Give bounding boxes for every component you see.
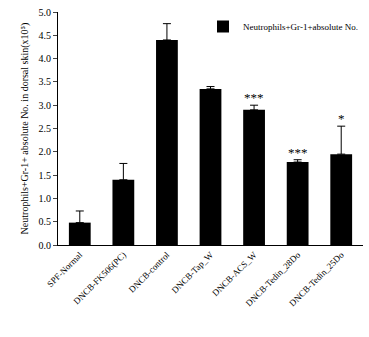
svg-text:2.5: 2.5: [39, 123, 52, 134]
svg-text:DNCB-ACS_W: DNCB-ACS_W: [210, 249, 259, 298]
svg-text:DNCB-Tedin_28Do: DNCB-Tedin_28Do: [244, 249, 303, 308]
svg-text:DNCB-control: DNCB-control: [127, 249, 172, 294]
svg-text:4.5: 4.5: [39, 30, 52, 41]
svg-text:1.0: 1.0: [39, 193, 52, 204]
svg-text:***: ***: [244, 90, 264, 105]
svg-text:DNCB-Tedin_25Do: DNCB-Tedin_25Do: [287, 249, 346, 308]
svg-text:DNCB-FK506(PC): DNCB-FK506(PC): [71, 250, 128, 307]
svg-text:4.0: 4.0: [39, 53, 52, 64]
svg-text:SPF-Normal: SPF-Normal: [45, 249, 85, 289]
svg-text:0.0: 0.0: [39, 240, 52, 251]
svg-text:DNCB-Tap_W: DNCB-Tap_W: [170, 249, 216, 295]
svg-text:3.5: 3.5: [39, 76, 52, 87]
svg-text:3.0: 3.0: [39, 100, 52, 111]
svg-text:5.0: 5.0: [39, 7, 52, 18]
svg-text:Neutrophils+Gr-1+absolute No.: Neutrophils+Gr-1+absolute No.: [243, 22, 358, 32]
svg-text:*: *: [338, 111, 345, 126]
svg-text:0.5: 0.5: [39, 216, 52, 227]
svg-text:1.5: 1.5: [39, 170, 52, 181]
svg-text:Neutrophils+Gr-1+ absolute No.: Neutrophils+Gr-1+ absolute No. in dorsal…: [19, 23, 31, 235]
svg-text:***: ***: [288, 145, 308, 160]
svg-text:2.0: 2.0: [39, 146, 52, 157]
